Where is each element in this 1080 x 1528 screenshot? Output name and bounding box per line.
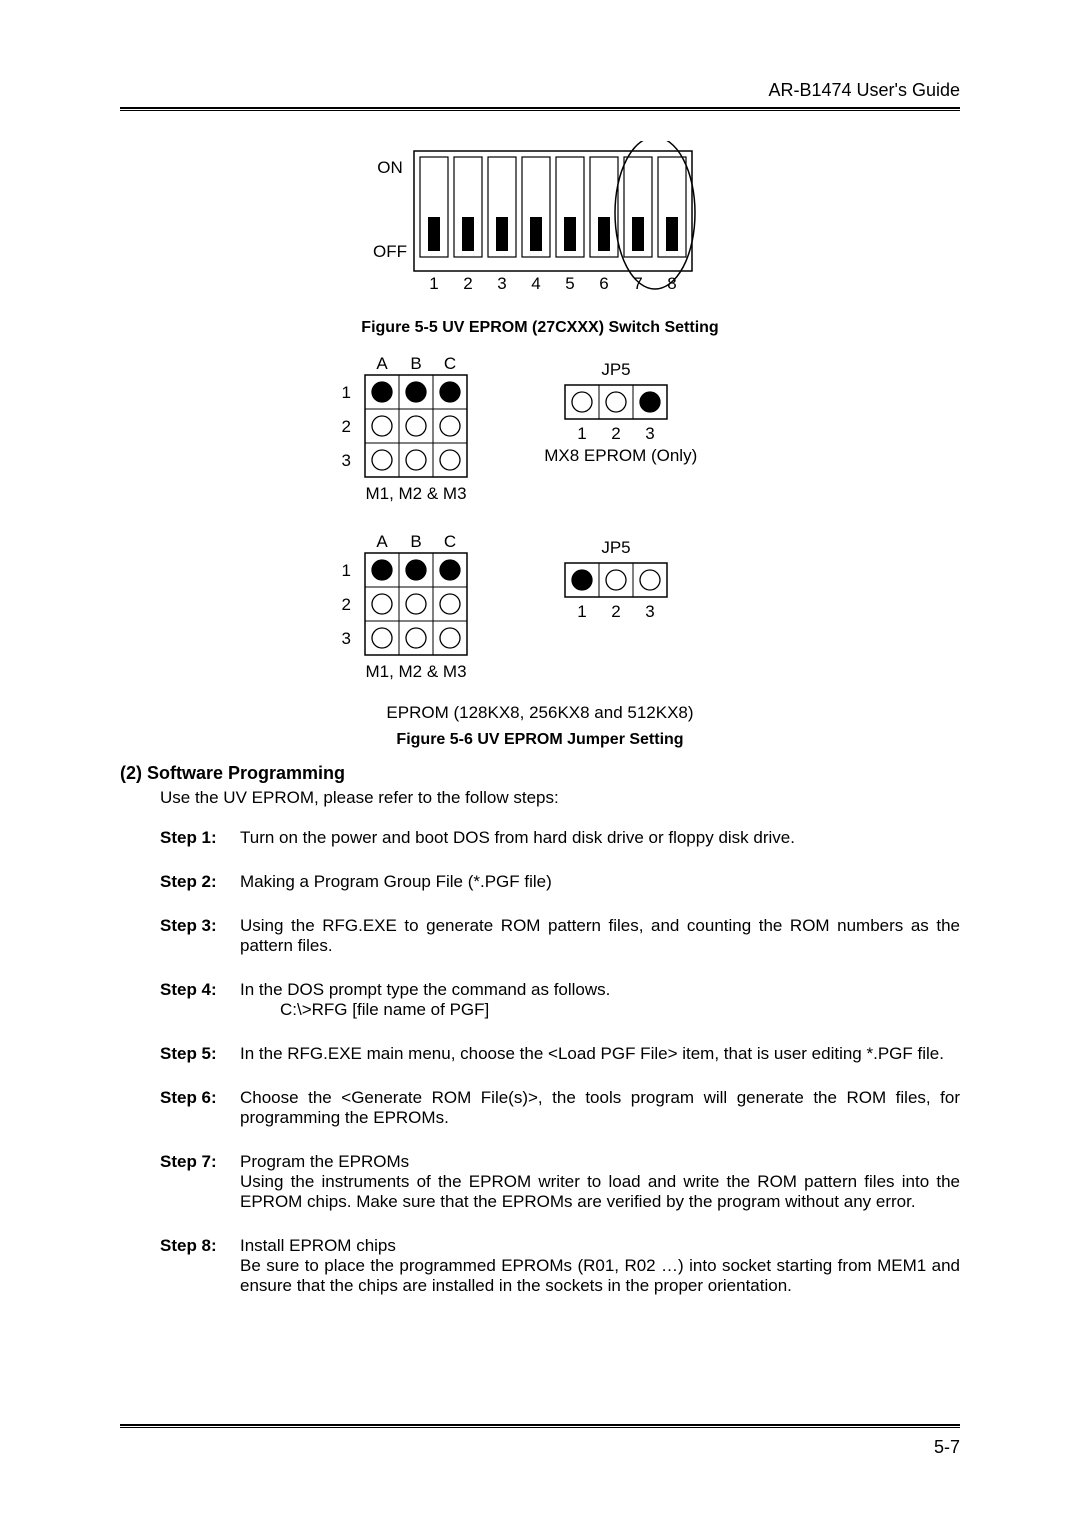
page-header-title: AR-B1474 User's Guide xyxy=(120,80,960,101)
jumper-row-b: A B C 1 2 3 M1, M2 & M3 JP5 1 2 3 xyxy=(120,527,960,697)
step-label: Step 6: xyxy=(160,1088,240,1128)
svg-text:5: 5 xyxy=(565,274,574,293)
svg-text:7: 7 xyxy=(633,274,642,293)
svg-text:A: A xyxy=(376,354,388,373)
svg-text:1MX8 EPROM (Only): 1MX8 EPROM (Only) xyxy=(545,446,697,465)
svg-text:2: 2 xyxy=(463,274,472,293)
svg-text:C: C xyxy=(444,354,456,373)
svg-text:JP5: JP5 xyxy=(601,538,630,557)
jp5-a-svg: JP5 1 2 3 1MX8 EPROM (Only) xyxy=(545,349,755,469)
step-body: Install EPROM chipsBe sure to place the … xyxy=(240,1236,960,1296)
svg-text:B: B xyxy=(410,532,421,551)
svg-text:OFF: OFF xyxy=(373,242,407,261)
step-label: Step 7: xyxy=(160,1152,240,1212)
step-label: Step 1: xyxy=(160,828,240,848)
jumper-row-a: A B C 1 2 3 M1, M2 & M3 JP5 1 2 3 1MX8 EPROM (Only… xyxy=(120,349,960,519)
footer-rule xyxy=(120,1424,960,1428)
step-8: Step 8:Install EPROM chipsBe sure to pla… xyxy=(160,1236,960,1296)
svg-text:2: 2 xyxy=(342,595,351,614)
svg-text:ON: ON xyxy=(377,158,403,177)
svg-text:M1, M2 & M3: M1, M2 & M3 xyxy=(365,662,466,681)
jumper-block-b-svg: A B C 1 2 3 M1, M2 & M3 xyxy=(325,527,495,697)
jumper-block-a-svg: A B C 1 2 3 M1, M2 & M3 xyxy=(325,349,495,519)
svg-text:3: 3 xyxy=(497,274,506,293)
step-body: Program the EPROMsUsing the instruments … xyxy=(240,1152,960,1212)
figure-5-5-caption: Figure 5-5 UV EPROM (27CXXX) Switch Sett… xyxy=(120,319,960,337)
section-title: (2) Software Programming xyxy=(120,763,960,784)
svg-text:3: 3 xyxy=(342,629,351,648)
svg-text:8: 8 xyxy=(667,274,676,293)
svg-text:1: 1 xyxy=(342,383,351,402)
svg-text:1: 1 xyxy=(342,561,351,580)
section-intro: Use the UV EPROM, please refer to the fo… xyxy=(160,788,960,808)
step-4: Step 4:In the DOS prompt type the comman… xyxy=(160,980,960,1020)
svg-text:A: A xyxy=(376,532,388,551)
svg-text:B: B xyxy=(410,354,421,373)
svg-text:4: 4 xyxy=(531,274,540,293)
svg-text:1: 1 xyxy=(577,424,586,443)
step-body: Making a Program Group File (*.PGF file) xyxy=(240,872,960,892)
step-label: Step 5: xyxy=(160,1044,240,1064)
svg-text:2: 2 xyxy=(611,602,620,621)
dip-switch-svg: ON OFF 1 2 3 4 5 6 7 8 xyxy=(350,141,730,311)
step-label: Step 2: xyxy=(160,872,240,892)
step-body: Turn on the power and boot DOS from hard… xyxy=(240,828,960,848)
dip-switch-figure: ON OFF 1 2 3 4 5 6 7 8 xyxy=(120,141,960,311)
step-body: In the RFG.EXE main menu, choose the <Lo… xyxy=(240,1044,960,1064)
svg-text:1: 1 xyxy=(577,602,586,621)
step-body: Using the RFG.EXE to generate ROM patter… xyxy=(240,916,960,956)
step-7: Step 7:Program the EPROMsUsing the instr… xyxy=(160,1152,960,1212)
svg-text:2: 2 xyxy=(342,417,351,436)
svg-text:6: 6 xyxy=(599,274,608,293)
step-5: Step 5:In the RFG.EXE main menu, choose … xyxy=(160,1044,960,1064)
figure-5-6-caption: Figure 5-6 UV EPROM Jumper Setting xyxy=(120,731,960,749)
step-label: Step 4: xyxy=(160,980,240,1020)
svg-text:3: 3 xyxy=(645,602,654,621)
svg-text:M1, M2 & M3: M1, M2 & M3 xyxy=(365,484,466,503)
step-body: Choose the <Generate ROM File(s)>, the t… xyxy=(240,1088,960,1128)
header-rule xyxy=(120,107,960,111)
page-number: 5-7 xyxy=(934,1437,960,1458)
svg-text:2: 2 xyxy=(611,424,620,443)
step-body: In the DOS prompt type the command as fo… xyxy=(240,980,960,1020)
steps-list: Step 1:Turn on the power and boot DOS fr… xyxy=(120,828,960,1296)
eprom-line: EPROM (128KX8, 256KX8 and 512KX8) xyxy=(120,703,960,723)
step-6: Step 6:Choose the <Generate ROM File(s)>… xyxy=(160,1088,960,1128)
step-label: Step 8: xyxy=(160,1236,240,1296)
svg-text:3: 3 xyxy=(342,451,351,470)
jp5-b-svg: JP5 1 2 3 xyxy=(545,527,755,647)
svg-text:C: C xyxy=(444,532,456,551)
svg-text:JP5: JP5 xyxy=(601,360,630,379)
svg-text:3: 3 xyxy=(645,424,654,443)
step-label: Step 3: xyxy=(160,916,240,956)
step-3: Step 3:Using the RFG.EXE to generate ROM… xyxy=(160,916,960,956)
step-2: Step 2:Making a Program Group File (*.PG… xyxy=(160,872,960,892)
step-1: Step 1:Turn on the power and boot DOS fr… xyxy=(160,828,960,848)
svg-text:1: 1 xyxy=(429,274,438,293)
